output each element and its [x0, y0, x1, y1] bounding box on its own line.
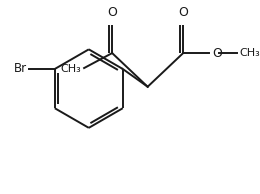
- Text: Br: Br: [14, 62, 27, 75]
- Text: O: O: [107, 6, 117, 19]
- Text: O: O: [178, 6, 188, 19]
- Text: CH₃: CH₃: [239, 48, 260, 58]
- Text: CH₃: CH₃: [61, 64, 81, 74]
- Text: O: O: [212, 47, 222, 60]
